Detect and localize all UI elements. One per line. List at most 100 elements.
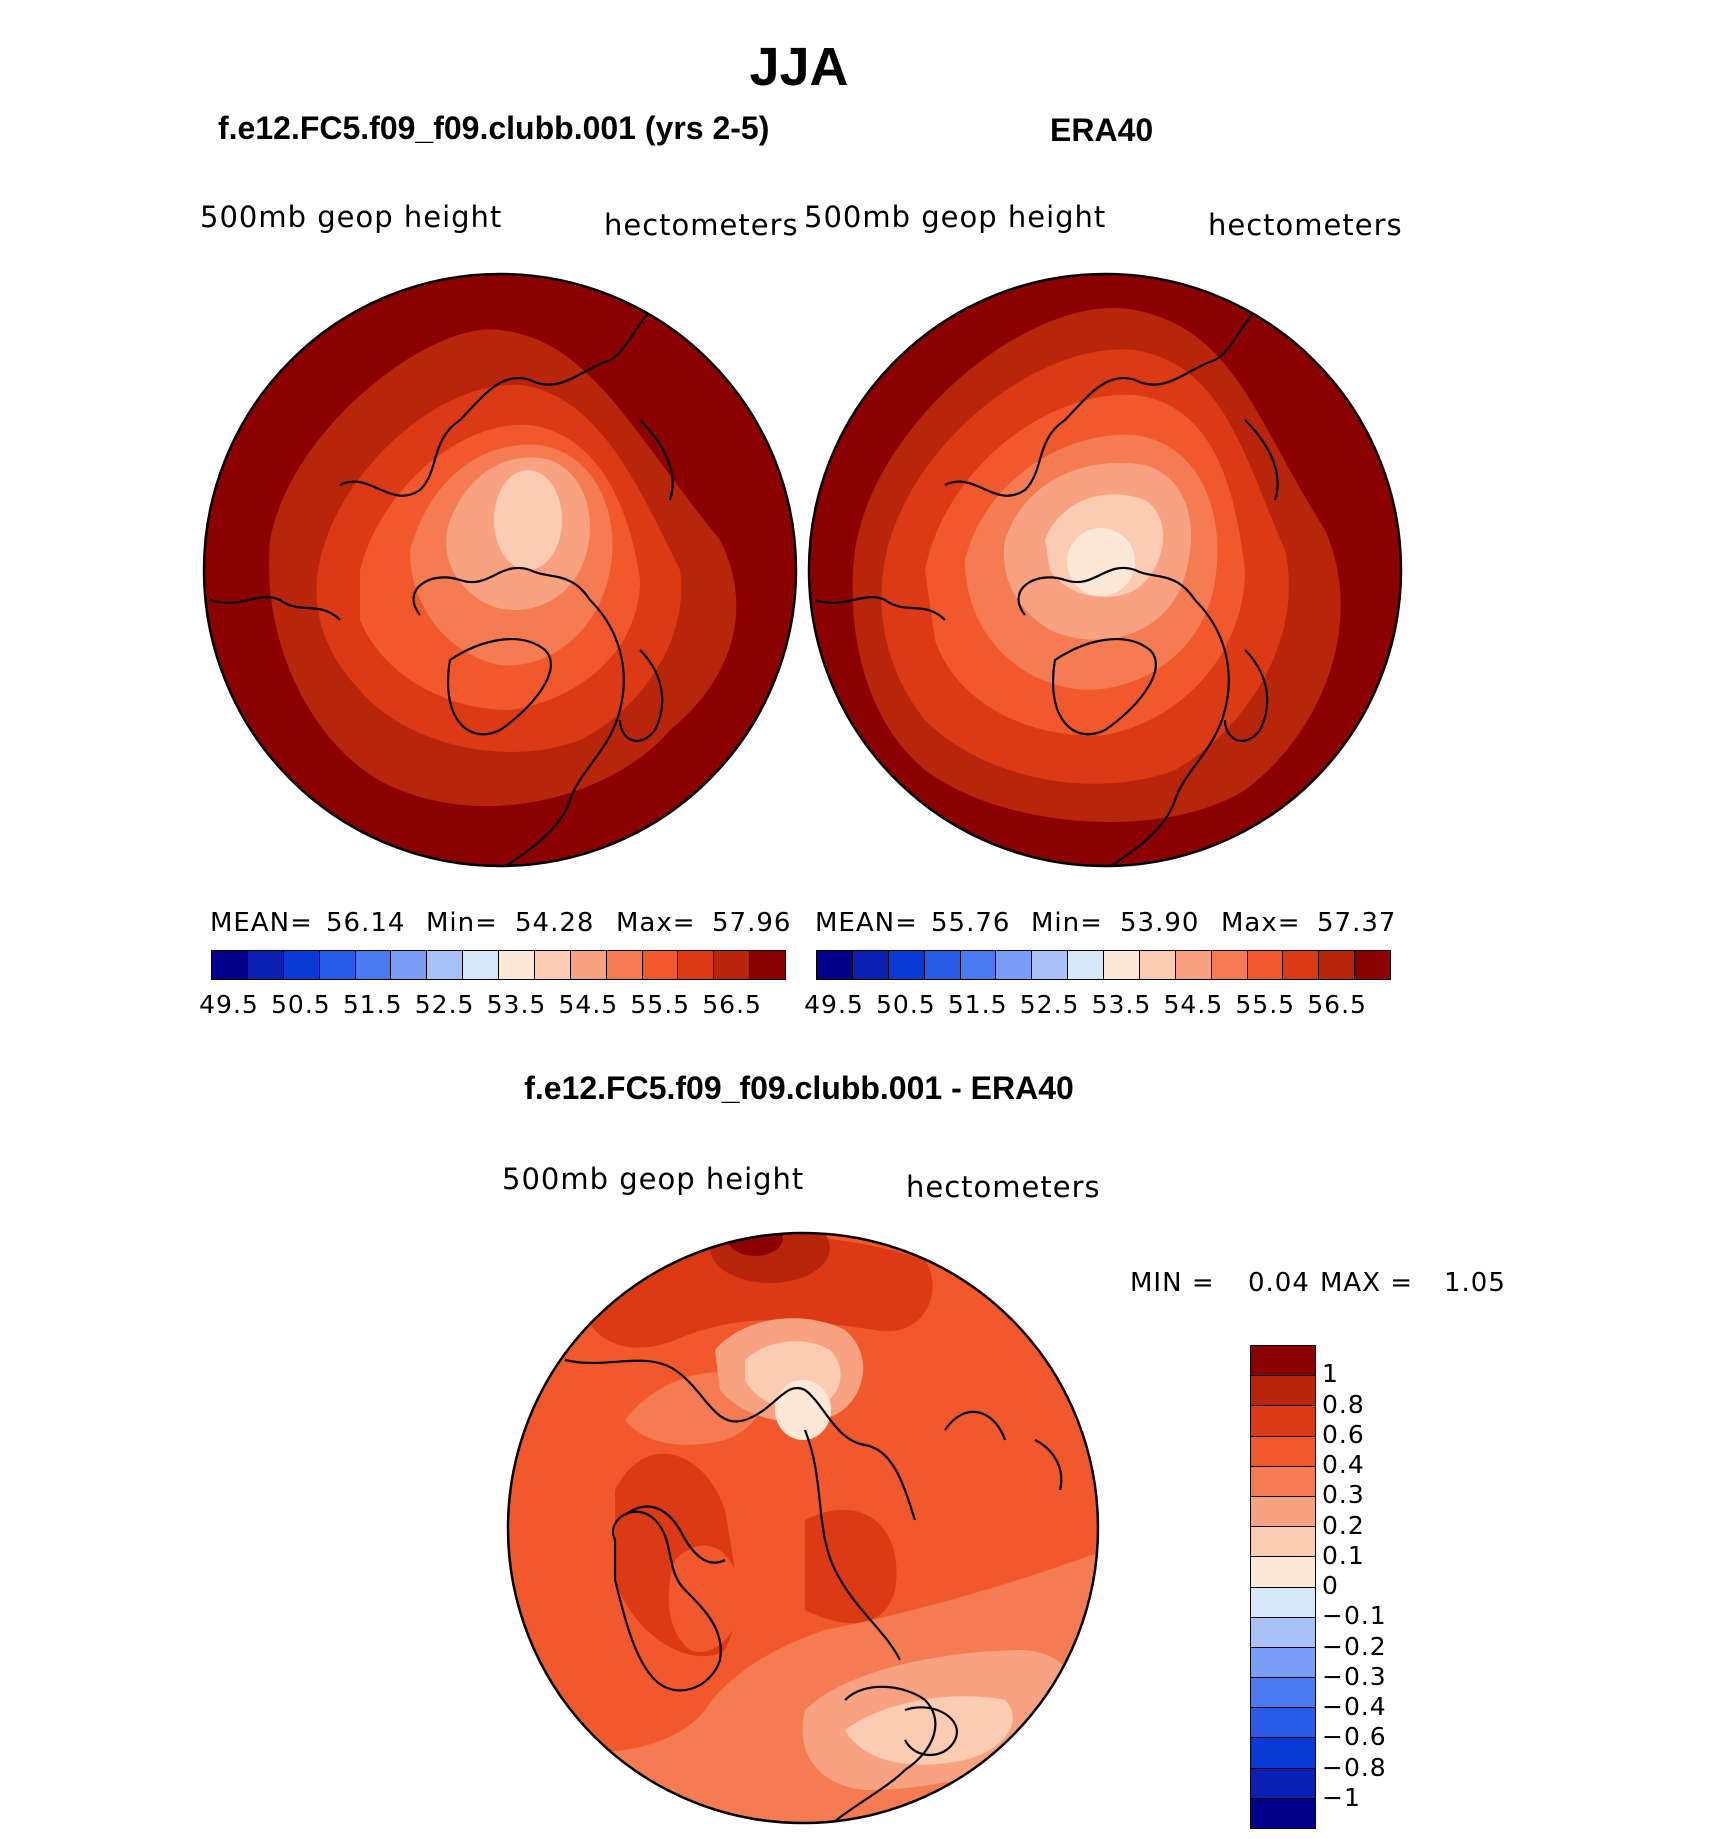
left-colorbar-tick-label: 56.5 xyxy=(702,990,762,1019)
map-boundary xyxy=(202,272,798,868)
left-colorbar-swatch xyxy=(391,951,428,979)
left-min-value: 54.28 xyxy=(515,908,595,938)
left-colorbar-tick-label: 50.5 xyxy=(271,990,331,1019)
map-boundary xyxy=(506,1231,1100,1825)
right-colorbar-swatch xyxy=(960,951,997,979)
diff-min-value: 0.04 xyxy=(1248,1268,1310,1298)
left-colorbar-swatch xyxy=(212,951,248,979)
diff-colorbar-tick-label: 0 xyxy=(1322,1571,1339,1600)
left-max-label: Max= xyxy=(616,908,696,938)
diff-panel-title: f.e12.FC5.f09_f09.clubb.001 - ERA40 xyxy=(524,1070,1074,1106)
left-colorbar-tick-label: 53.5 xyxy=(486,990,547,1019)
diff-colorbar-tick-label: 0.2 xyxy=(1322,1510,1365,1540)
left-min-label: Min= xyxy=(426,908,498,938)
left-colorbar-tick-label: 55.5 xyxy=(630,990,691,1019)
right-min-value: 53.90 xyxy=(1120,908,1200,938)
diff-colorbar-swatch xyxy=(1251,1678,1315,1709)
right-colorbar-swatch xyxy=(1032,951,1069,979)
left-units-label: hectometers xyxy=(604,208,799,242)
right-colorbar-swatch xyxy=(924,951,961,979)
diff-colorbar-tick-label: 0.1 xyxy=(1322,1540,1365,1570)
right-mean-value: 55.76 xyxy=(931,908,1011,938)
right-variable-label: 500mb geop height xyxy=(804,200,1107,234)
diff-colorbar-tick-label: −0.2 xyxy=(1322,1631,1387,1661)
left-colorbar-swatch xyxy=(463,951,499,979)
diff-max-value: 1.05 xyxy=(1444,1268,1506,1298)
diff-colorbar-tick-label: 0.8 xyxy=(1322,1389,1365,1419)
right-panel-title: ERA40 xyxy=(1050,112,1154,148)
left-colorbar xyxy=(211,950,786,980)
right-colorbar-swatch xyxy=(1319,951,1356,979)
left-colorbar-tick-label: 54.5 xyxy=(558,990,619,1019)
right-colorbar-swatch xyxy=(852,951,889,979)
diff-max-label: MAX = xyxy=(1320,1268,1414,1298)
left-colorbar-swatch xyxy=(319,951,356,979)
diff-colorbar-tick-label: −0.4 xyxy=(1322,1692,1387,1721)
diff-colorbar-swatch xyxy=(1251,1768,1315,1799)
diff-colorbar-swatch xyxy=(1251,1738,1315,1769)
right-colorbar-swatch xyxy=(1211,951,1248,979)
right-colorbar xyxy=(816,950,1391,980)
left-mean-label: MEAN= xyxy=(210,908,313,938)
diff-colorbar-tick-label: −0.3 xyxy=(1322,1661,1387,1691)
diff-colorbar-swatch xyxy=(1251,1798,1315,1828)
left-colorbar-swatch xyxy=(355,951,392,979)
left-variable-label: 500mb geop height xyxy=(200,200,503,234)
right-colorbar-swatch xyxy=(1068,951,1104,979)
diff-colorbar-swatch xyxy=(1251,1557,1315,1588)
diff-colorbar-swatch xyxy=(1251,1527,1315,1558)
contour-fill xyxy=(668,1545,741,1652)
right-polar-map xyxy=(807,272,1403,868)
contour-fill xyxy=(805,1509,897,1624)
left-colorbar-ticks: 49.5 50.5 51.5 52.5 53.5 54.5 55.5 56.5 xyxy=(199,990,786,1020)
contour-fill xyxy=(494,470,562,570)
right-colorbar-swatch xyxy=(1247,951,1284,979)
diff-colorbar-tick-label: 0.4 xyxy=(1322,1450,1365,1479)
coastline xyxy=(564,1358,1063,1823)
right-colorbar-swatch xyxy=(817,951,853,979)
figure-title: JJA xyxy=(749,37,849,97)
diff-colorbar-tick-label: −0.1 xyxy=(1322,1601,1387,1631)
diff-colorbar-swatch xyxy=(1251,1436,1315,1467)
left-colorbar-tick-label: 52.5 xyxy=(414,990,475,1019)
diff-colorbar-tick-label: −1 xyxy=(1322,1782,1361,1812)
right-colorbar-tick-label: 53.5 xyxy=(1091,990,1152,1019)
left-colorbar-swatch xyxy=(247,951,284,979)
diff-colorbar-ticks: 1 0.8 0.6 0.4 0.3 0.2 0.1 0 −0.1 −0.2 −0.3 −0.4 −0.6… xyxy=(1322,1345,1422,1829)
right-colorbar-tick-label: 49.5 xyxy=(804,990,864,1019)
diff-polar-map xyxy=(506,1231,1100,1825)
left-polar-map xyxy=(202,272,798,868)
left-colorbar-swatch xyxy=(606,951,643,979)
diff-colorbar-swatch xyxy=(1251,1617,1315,1648)
left-colorbar-swatch xyxy=(570,951,607,979)
left-panel-title: f.e12.FC5.f09_f09.clubb.001 (yrs 2-5) xyxy=(218,110,770,146)
diff-colorbar-tick-label: 1 xyxy=(1322,1359,1339,1389)
left-colorbar-swatch xyxy=(678,951,715,979)
left-max-value: 57.96 xyxy=(712,908,792,938)
right-colorbar-tick-label: 52.5 xyxy=(1019,990,1080,1019)
left-colorbar-tick-label: 51.5 xyxy=(342,990,403,1019)
right-colorbar-swatch xyxy=(1104,951,1140,979)
left-colorbar-swatch xyxy=(427,951,464,979)
diff-units-label: hectometers xyxy=(906,1170,1101,1204)
diff-min-label: MIN = xyxy=(1130,1268,1215,1298)
diff-colorbar-tick-label: 0.3 xyxy=(1322,1480,1365,1510)
diff-colorbar-tick-label: −0.6 xyxy=(1322,1722,1387,1752)
left-colorbar-swatch xyxy=(750,951,785,979)
right-colorbar-tick-label: 55.5 xyxy=(1235,990,1296,1019)
left-colorbar-swatch xyxy=(534,951,571,979)
diff-colorbar-tick-label: 0.6 xyxy=(1322,1419,1365,1449)
contour-fill xyxy=(1067,528,1135,596)
right-colorbar-swatch xyxy=(996,951,1033,979)
right-colorbar-swatch xyxy=(1139,951,1176,979)
diff-colorbar-swatch xyxy=(1251,1647,1315,1679)
right-colorbar-tick-label: 50.5 xyxy=(876,990,936,1019)
right-colorbar-tick-label: 54.5 xyxy=(1163,990,1224,1019)
right-colorbar-tick-label: 56.5 xyxy=(1307,990,1367,1019)
left-colorbar-swatch xyxy=(714,951,751,979)
coastline xyxy=(814,294,1279,866)
left-colorbar-swatch xyxy=(283,951,320,979)
coastline xyxy=(209,294,674,866)
contour-fill xyxy=(845,1696,1013,1765)
right-colorbar-swatch xyxy=(1355,951,1390,979)
